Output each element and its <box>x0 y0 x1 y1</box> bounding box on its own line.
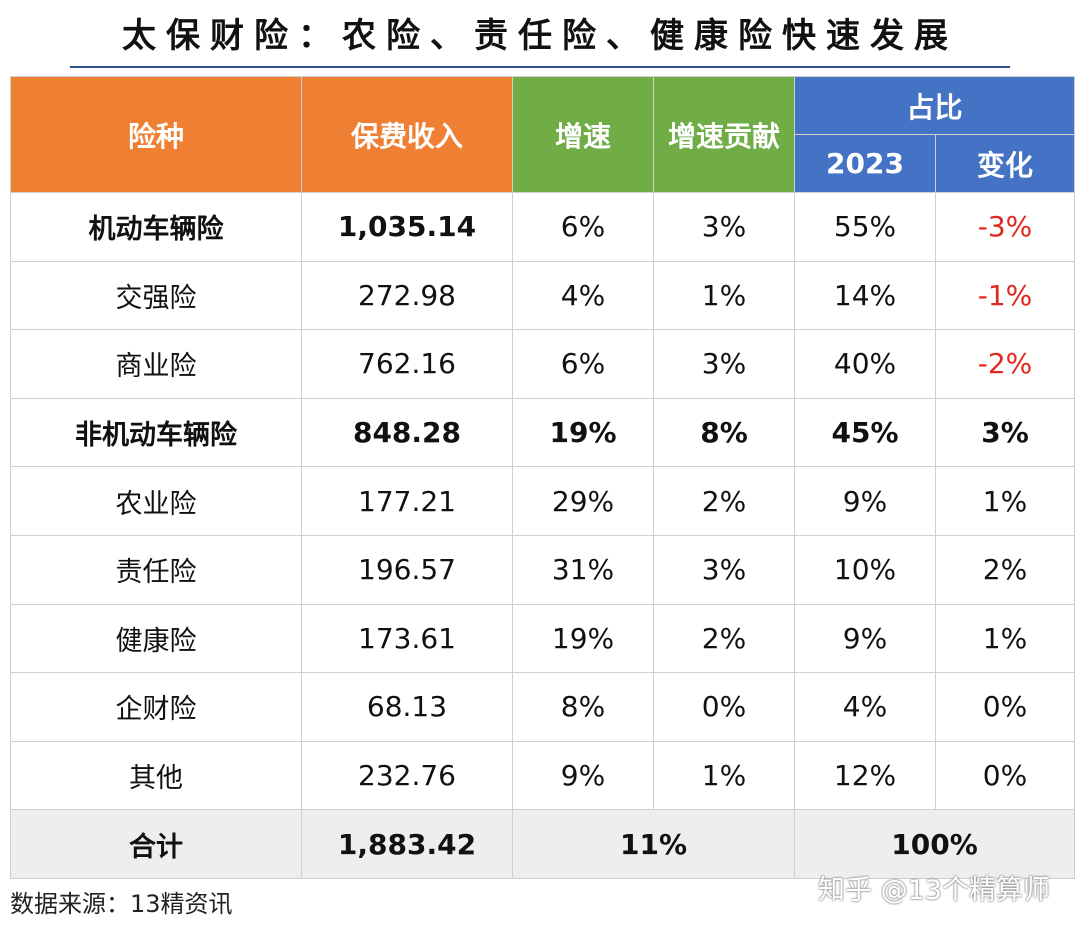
row-share: 10% <box>794 534 936 605</box>
row-change: -3% <box>934 192 1076 262</box>
header-share: 占比 <box>793 76 1076 135</box>
row-growth: 19% <box>512 603 654 674</box>
total-premium: 1,883.42 <box>301 809 513 879</box>
row-share: 14% <box>794 260 936 331</box>
source-note: 数据来源：13精资讯 <box>10 890 233 918</box>
table-row: 其他 232.76 9% 1% 12% 0% <box>10 740 1076 811</box>
row-contribution: 0% <box>653 672 795 742</box>
row-name: 其他 <box>10 740 302 811</box>
header-type: 险种 <box>10 76 302 193</box>
row-premium: 1,035.14 <box>301 192 513 262</box>
row-contribution: 3% <box>653 534 795 605</box>
row-share: 55% <box>794 192 936 262</box>
total-name: 合计 <box>10 809 302 879</box>
table-row: 非机动车辆险 848.28 19% 8% 45% 3% <box>10 397 1076 468</box>
header-premium: 保费收入 <box>301 76 513 193</box>
row-change: 0% <box>934 672 1076 742</box>
header-contribution: 增速贡献 <box>653 76 795 193</box>
row-name: 商业险 <box>10 329 302 399</box>
premium-table: 险种 保费收入 增速 增速贡献 占比 2023 变化 机动车辆险 1,035.1… <box>10 76 1076 879</box>
row-growth: 19% <box>512 397 654 468</box>
row-name: 健康险 <box>10 603 302 674</box>
row-name: 交强险 <box>10 260 302 331</box>
table-row: 交强险 272.98 4% 1% 14% -1% <box>10 260 1076 331</box>
row-share: 9% <box>794 603 936 674</box>
page-title: 太保财险：农险、责任险、健康险快速发展 <box>122 16 958 56</box>
row-name: 非机动车辆险 <box>10 397 302 468</box>
row-change: 0% <box>934 740 1076 811</box>
row-contribution: 1% <box>653 740 795 811</box>
total-share: 100% <box>793 809 1076 879</box>
row-growth: 6% <box>512 192 654 262</box>
row-change: -2% <box>934 329 1076 399</box>
row-name: 企财险 <box>10 672 302 742</box>
table-row: 责任险 196.57 31% 3% 10% 2% <box>10 534 1076 605</box>
row-change: 1% <box>934 603 1076 674</box>
row-name: 机动车辆险 <box>10 192 302 262</box>
row-share: 40% <box>794 329 936 399</box>
row-change: -1% <box>934 260 1076 331</box>
row-premium: 196.57 <box>301 534 513 605</box>
header-growth: 增速 <box>512 76 654 193</box>
row-growth: 6% <box>512 329 654 399</box>
row-change: 3% <box>934 397 1076 468</box>
row-premium: 848.28 <box>301 397 513 468</box>
title-underline <box>70 66 1010 68</box>
row-growth: 4% <box>512 260 654 331</box>
row-contribution: 1% <box>653 260 795 331</box>
row-premium: 68.13 <box>301 672 513 742</box>
brand-watermark: 知乎 @13个精算师 <box>818 875 1050 906</box>
row-change: 2% <box>934 534 1076 605</box>
row-share: 45% <box>794 397 936 468</box>
table-row: 农业险 177.21 29% 2% 9% 1% <box>10 466 1076 536</box>
row-premium: 762.16 <box>301 329 513 399</box>
row-name: 责任险 <box>10 534 302 605</box>
row-contribution: 3% <box>653 192 795 262</box>
row-growth: 9% <box>512 740 654 811</box>
total-row: 合计 1,883.42 11% 100% <box>10 809 1076 879</box>
header-share-change: 变化 <box>934 134 1076 193</box>
header-share-2023: 2023 <box>794 134 936 193</box>
row-contribution: 2% <box>653 466 795 536</box>
row-growth: 8% <box>512 672 654 742</box>
row-premium: 173.61 <box>301 603 513 674</box>
row-contribution: 8% <box>653 397 795 468</box>
row-share: 9% <box>794 466 936 536</box>
row-premium: 232.76 <box>301 740 513 811</box>
row-premium: 177.21 <box>301 466 513 536</box>
row-share: 12% <box>794 740 936 811</box>
total-growth: 11% <box>512 809 795 879</box>
row-change: 1% <box>934 466 1076 536</box>
table-row: 商业险 762.16 6% 3% 40% -2% <box>10 329 1076 399</box>
row-premium: 272.98 <box>301 260 513 331</box>
row-name: 农业险 <box>10 466 302 536</box>
row-share: 4% <box>794 672 936 742</box>
row-growth: 29% <box>512 466 654 536</box>
row-contribution: 2% <box>653 603 795 674</box>
table-row: 机动车辆险 1,035.14 6% 3% 55% -3% <box>10 192 1076 262</box>
row-contribution: 3% <box>653 329 795 399</box>
table-row: 健康险 173.61 19% 2% 9% 1% <box>10 603 1076 674</box>
table-row: 企财险 68.13 8% 0% 4% 0% <box>10 672 1076 742</box>
row-growth: 31% <box>512 534 654 605</box>
